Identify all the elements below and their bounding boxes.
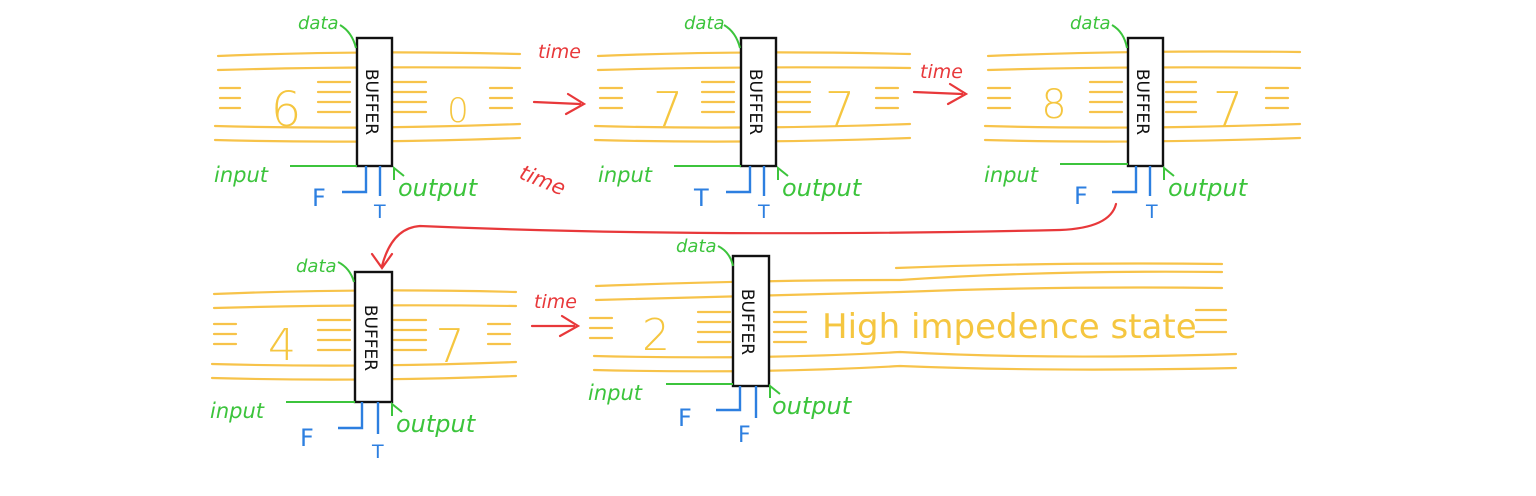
buffer-label: BUFFER: [360, 305, 380, 371]
time-label: time: [920, 61, 963, 83]
time-label: time: [516, 160, 569, 200]
time-arrow: time: [912, 61, 969, 106]
output-pointer: [1163, 165, 1175, 180]
buffer-box: [731, 254, 771, 388]
control-wire: [342, 166, 368, 194]
panel-5: 2 High impedence state BUFFER data input…: [588, 236, 1238, 448]
buffer-label: BUFFER: [361, 69, 381, 135]
data-bus: [588, 262, 1238, 373]
panel-2: 7 7 BUFFER data input T T output: [593, 13, 912, 223]
data-label: data: [296, 256, 337, 277]
control-right-value: T: [1145, 201, 1158, 223]
output-label: output: [1168, 174, 1249, 202]
output-label: output: [772, 392, 853, 420]
input-label: input: [588, 381, 643, 405]
buffer-box: [355, 36, 394, 168]
time-label: time: [538, 41, 581, 63]
control-wire: [1112, 166, 1138, 194]
input-label: input: [210, 399, 265, 423]
output-pointer: [391, 401, 403, 416]
input-value: 7: [653, 82, 684, 138]
control-left-value: F: [312, 184, 326, 212]
input-label: input: [214, 163, 269, 187]
output-value: High impedence state: [822, 307, 1197, 347]
panel-3: 8 7 BUFFER data input F T output: [983, 13, 1302, 223]
data-label: data: [684, 13, 725, 34]
output-label: output: [782, 174, 863, 202]
input-value: 8: [1041, 82, 1066, 128]
buffer-box: [1126, 36, 1165, 168]
control-right-value: T: [373, 201, 386, 223]
buffer-label: BUFFER: [745, 69, 765, 135]
data-label: data: [676, 236, 717, 257]
data-pointer: [717, 245, 734, 267]
time-label: time: [534, 291, 577, 313]
data-pointer: [1111, 24, 1128, 49]
control-wire: [338, 402, 364, 430]
data-pointer: [337, 261, 355, 283]
data-label: data: [298, 13, 339, 34]
control-right-value: F: [738, 423, 751, 448]
input-value: 6: [271, 82, 302, 138]
output-value: 0: [447, 91, 469, 131]
output-pointer: [769, 383, 781, 398]
buffer-label: BUFFER: [737, 289, 757, 355]
data-pointer: [723, 24, 741, 49]
control-right-value: T: [757, 201, 770, 223]
panel-1: 6 0 BUFFER data input F T output: [213, 13, 522, 223]
input-label: input: [984, 163, 1039, 187]
control-left-value: T: [693, 184, 709, 212]
data-label: data: [1070, 13, 1111, 34]
output-value: 7: [825, 82, 856, 138]
output-value: 7: [1213, 82, 1244, 138]
time-arrow: time: [530, 291, 581, 338]
control-left-value: F: [678, 404, 692, 432]
control-wire: [726, 166, 752, 194]
input-value: 4: [268, 320, 296, 371]
input-label: input: [598, 163, 653, 187]
buffer-label: BUFFER: [1132, 69, 1152, 135]
time-arrow: time: [532, 41, 587, 116]
output-label: output: [398, 174, 479, 202]
input-value: 2: [642, 310, 670, 361]
panel-4: 4 7 BUFFER data input F T output: [210, 256, 518, 463]
data-pointer: [339, 24, 357, 49]
control-left-value: F: [1074, 182, 1088, 210]
buffer-box: [353, 270, 394, 404]
buffer-box: [739, 36, 778, 168]
output-value: 7: [435, 319, 464, 373]
output-label: output: [396, 410, 477, 438]
output-pointer: [393, 165, 405, 180]
control-wire: [716, 386, 742, 412]
output-pointer: [777, 165, 789, 180]
control-right-value: T: [371, 441, 384, 463]
control-left-value: F: [300, 424, 314, 452]
